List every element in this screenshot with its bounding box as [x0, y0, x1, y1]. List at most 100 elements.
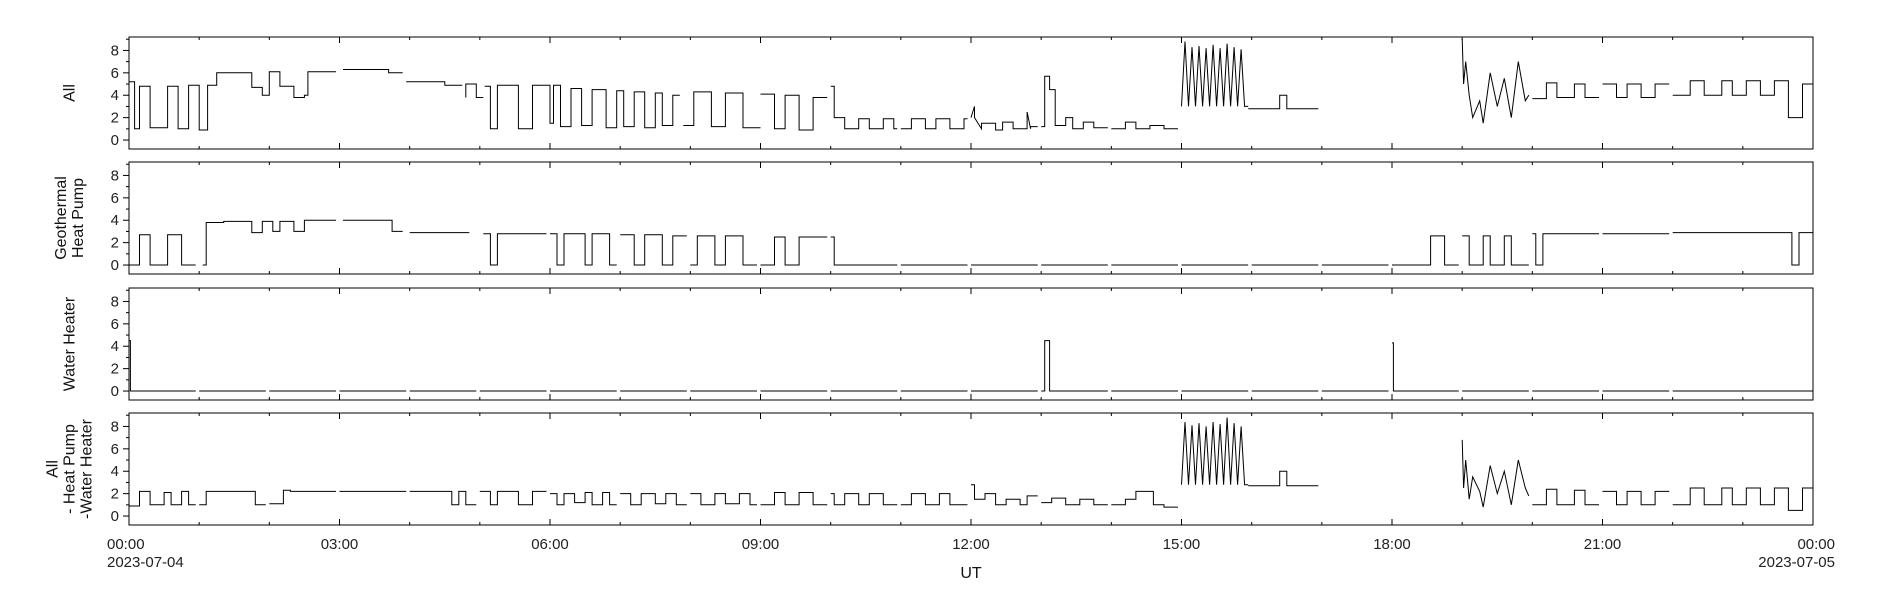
series-trace-segment [483, 233, 547, 266]
panel-frame [128, 412, 1814, 526]
x-tick-label: 00:00 [107, 536, 145, 553]
series-trace-segment [129, 340, 196, 392]
y-axis-label: Geothermal [53, 176, 70, 260]
y-tick-label: 0 [111, 257, 119, 274]
series-trace-segment [202, 219, 336, 266]
panel-all: 0 2 4 6 8 All [62, 36, 1814, 150]
panel-water-heater: 0 2 4 6 8 Water Heater [62, 287, 1814, 401]
y-tick-label: 8 [111, 418, 119, 435]
series-trace-segment [129, 234, 196, 266]
series-trace-segment [830, 236, 898, 266]
x-tick-label: 06:00 [531, 536, 569, 553]
series-trace-segment [1111, 490, 1178, 508]
series-trace-segment [760, 492, 828, 506]
series-trace-segment [1461, 39, 1530, 124]
series-trace-segment [1392, 235, 1459, 266]
x-start-date-label: 2023-07-04 [107, 554, 184, 571]
series-trace-segment [1248, 94, 1319, 110]
y-axis-label: Heat Pump [70, 178, 87, 258]
series-trace-segment [900, 493, 968, 506]
series-trace-segment [550, 233, 617, 266]
series-trace-segment [1041, 75, 1108, 130]
series-trace-segment [1111, 121, 1178, 130]
x-end-date-label: 2023-07-05 [1758, 554, 1835, 571]
y-axis-label: - Heat Pump [62, 424, 79, 514]
y-tick-label: 8 [111, 293, 119, 310]
series-trace-segment [199, 490, 266, 506]
y-tick-label: 4 [111, 463, 119, 480]
y-tick-label: 4 [111, 338, 119, 355]
series-trace-segment [269, 489, 336, 505]
x-tick-label: 15:00 [1163, 536, 1201, 553]
y-tick-label: 4 [111, 87, 119, 104]
series-trace-segment [1672, 80, 1813, 119]
x-tick-label: 03:00 [321, 536, 359, 553]
y-tick-label: 0 [111, 132, 119, 149]
panel-all-minus-heat-pump-minus-water-heater: 0 2 4 6 8 All - Heat Pump -Water Heater [45, 412, 1814, 526]
series-trace-segment [1248, 470, 1319, 487]
series-trace-segment [690, 493, 757, 506]
panels: 0 2 4 6 8 All 0 2 4 6 8 Geothermal Heat Pump 0 2 4 6 8 Wat… [45, 36, 1814, 526]
series-trace-segment [690, 235, 757, 266]
y-tick-label: 0 [111, 383, 119, 400]
series-trace-segment [1602, 490, 1670, 506]
x-tick-label: 09:00 [742, 536, 780, 553]
x-tick-label: 18:00 [1373, 536, 1411, 553]
y-tick-label: 2 [111, 486, 119, 503]
x-tick-label: 21:00 [1584, 536, 1622, 553]
series-trace-segment [484, 84, 680, 130]
y-axis-label: -Water Heater [79, 418, 96, 519]
y-tick-label: 2 [111, 361, 119, 378]
series-trace-segment [830, 85, 898, 130]
series-trace-segment [129, 490, 196, 507]
series-trace-segment [1041, 497, 1108, 506]
series-trace-segment [1181, 41, 1249, 107]
series-trace-segment [1461, 439, 1530, 508]
panel-geothermal-heat-pump: 0 2 4 6 8 Geothermal Heat Pump [53, 161, 1814, 275]
series-trace-segment [620, 493, 687, 506]
y-axis-label: All [62, 84, 79, 102]
y-tick-label: 0 [111, 508, 119, 525]
y-tick-label: 6 [111, 65, 119, 82]
y-tick-label: 6 [111, 190, 119, 207]
series-trace-segment [1532, 82, 1599, 100]
y-tick-label: 8 [111, 42, 119, 59]
series-trace-segment [620, 234, 687, 266]
panel-frame [128, 287, 1814, 401]
series-trace-segment [1532, 233, 1599, 266]
y-axis-label: Water Heater [62, 296, 79, 391]
y-tick-label: 2 [111, 235, 119, 252]
series-trace-segment [1041, 340, 1108, 392]
series-trace-segment [409, 490, 477, 506]
series-trace-segment [830, 493, 898, 506]
series-trace-segment [406, 81, 463, 86]
y-tick-label: 4 [111, 212, 119, 229]
y-axis-label: All [45, 460, 62, 478]
panel-frame [128, 36, 1814, 150]
series-trace-segment [1392, 342, 1459, 392]
series-trace-segment [129, 71, 336, 131]
series-trace-segment [550, 492, 617, 506]
x-tick-label: 00:00 [1797, 536, 1835, 553]
series-trace-segment [1672, 487, 1813, 511]
series-trace-segment [900, 118, 968, 130]
series-trace-segment [1181, 417, 1249, 486]
y-tick-label: 6 [111, 441, 119, 458]
y-tick-label: 2 [111, 110, 119, 127]
series-trace-segment [971, 484, 1038, 506]
series-trace-segment [970, 106, 1038, 131]
x-axis: 00:00 03:00 06:00 09:00 12:00 15:00 18:00 21:00… [107, 536, 1835, 582]
series-trace-segment [683, 91, 761, 129]
series-trace-segment [1532, 488, 1599, 506]
series-trace-segment [465, 83, 484, 98]
panel-frame [128, 161, 1814, 275]
x-tick-label: 12:00 [952, 536, 990, 553]
y-tick-label: 8 [111, 167, 119, 184]
series-trace-segment [760, 236, 828, 266]
series-trace-segment [760, 93, 828, 131]
series-trace-segment [1462, 235, 1529, 266]
series-trace-segment [343, 69, 403, 74]
series-trace-segment [1672, 232, 1813, 266]
series-trace-segment [343, 219, 403, 232]
